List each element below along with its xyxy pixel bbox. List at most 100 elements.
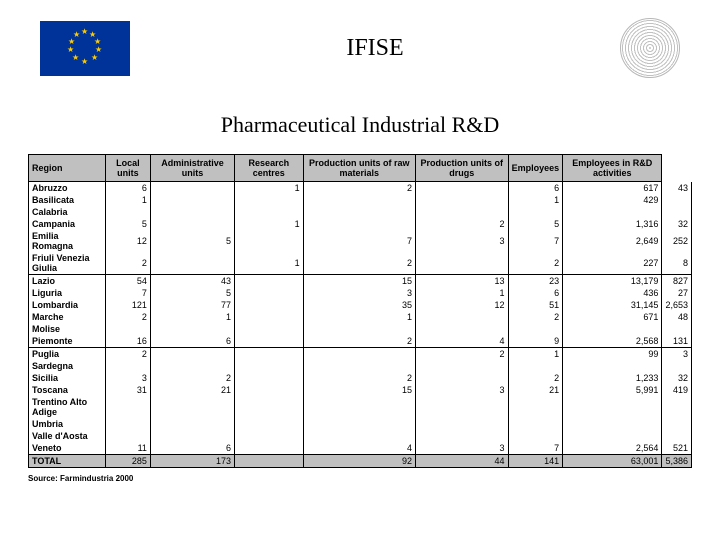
value-cell xyxy=(105,206,150,218)
table-row: Marche211267148 xyxy=(29,311,692,323)
value-cell: 2 xyxy=(508,252,563,275)
table-row: Sicilia32221,23332 xyxy=(29,372,692,384)
value-cell xyxy=(563,323,662,335)
value-cell: 27 xyxy=(662,287,692,299)
column-header: Local units xyxy=(105,155,150,182)
value-cell: 31,145 xyxy=(563,299,662,311)
value-cell xyxy=(415,372,508,384)
value-cell: 671 xyxy=(563,311,662,323)
value-cell: 6 xyxy=(508,182,563,195)
value-cell: 5 xyxy=(150,230,234,252)
value-cell: 2,568 xyxy=(563,335,662,348)
region-cell: Puglia xyxy=(29,348,106,361)
value-cell: 23 xyxy=(508,275,563,288)
value-cell xyxy=(662,430,692,442)
value-cell xyxy=(105,396,150,418)
value-cell xyxy=(415,430,508,442)
value-cell: 16 xyxy=(105,335,150,348)
table-row: Veneto1164372,564521 xyxy=(29,442,692,455)
region-cell: Toscana xyxy=(29,384,106,396)
value-cell xyxy=(508,430,563,442)
total-cell: 44 xyxy=(415,455,508,468)
region-cell: Marche xyxy=(29,311,106,323)
source-note: Source: Farmindustria 2000 xyxy=(0,468,720,489)
value-cell xyxy=(235,230,304,252)
value-cell: 5 xyxy=(105,218,150,230)
value-cell: 1,233 xyxy=(563,372,662,384)
region-cell: Emilia Romagna xyxy=(29,230,106,252)
value-cell xyxy=(150,194,234,206)
table-row: Friuli Venezia Giulia21222278 xyxy=(29,252,692,275)
value-cell: 8 xyxy=(662,252,692,275)
value-cell xyxy=(303,430,415,442)
value-cell xyxy=(235,372,304,384)
region-cell: Abruzzo xyxy=(29,182,106,195)
total-cell: 63,001 xyxy=(563,455,662,468)
value-cell xyxy=(508,360,563,372)
table-row: Trentino Alto Adige xyxy=(29,396,692,418)
value-cell: 2 xyxy=(303,182,415,195)
value-cell xyxy=(303,194,415,206)
value-cell: 7 xyxy=(303,230,415,252)
value-cell xyxy=(415,311,508,323)
value-cell: 12 xyxy=(415,299,508,311)
value-cell xyxy=(150,348,234,361)
value-cell xyxy=(105,360,150,372)
table-row: Campania51251,31632 xyxy=(29,218,692,230)
value-cell: 827 xyxy=(662,275,692,288)
region-cell: Basilicata xyxy=(29,194,106,206)
value-cell: 2 xyxy=(303,252,415,275)
value-cell: 2 xyxy=(415,218,508,230)
value-cell xyxy=(150,360,234,372)
value-cell: 21 xyxy=(150,384,234,396)
total-cell: 285 xyxy=(105,455,150,468)
value-cell xyxy=(235,430,304,442)
value-cell xyxy=(235,287,304,299)
value-cell: 1 xyxy=(415,287,508,299)
page-title: IFISE xyxy=(130,35,620,62)
table-row: Sardegna xyxy=(29,360,692,372)
region-cell: Sardegna xyxy=(29,360,106,372)
value-cell xyxy=(303,360,415,372)
value-cell: 5 xyxy=(150,287,234,299)
value-cell xyxy=(508,396,563,418)
value-cell xyxy=(563,360,662,372)
value-cell xyxy=(235,360,304,372)
value-cell: 3 xyxy=(415,442,508,455)
value-cell: 2 xyxy=(105,252,150,275)
value-cell xyxy=(415,396,508,418)
value-cell xyxy=(415,194,508,206)
value-cell xyxy=(235,323,304,335)
table-row: Emilia Romagna1257372,649252 xyxy=(29,230,692,252)
value-cell xyxy=(105,323,150,335)
value-cell: 15 xyxy=(303,275,415,288)
value-cell: 1 xyxy=(508,194,563,206)
region-cell: Lombardia xyxy=(29,299,106,311)
value-cell: 12 xyxy=(105,230,150,252)
table-row: Molise xyxy=(29,323,692,335)
value-cell xyxy=(235,299,304,311)
region-cell: Umbria xyxy=(29,418,106,430)
value-cell: 2 xyxy=(303,372,415,384)
value-cell xyxy=(563,206,662,218)
value-cell: 35 xyxy=(303,299,415,311)
value-cell: 9 xyxy=(508,335,563,348)
value-cell: 1 xyxy=(235,252,304,275)
eu-stars-icon: ★ ★ ★ ★ ★ ★ ★ ★ ★ ★ xyxy=(67,30,103,66)
total-cell: 173 xyxy=(150,455,234,468)
value-cell: 11 xyxy=(105,442,150,455)
eu-flag-icon: ★ ★ ★ ★ ★ ★ ★ ★ ★ ★ xyxy=(40,21,130,76)
value-cell: 48 xyxy=(662,311,692,323)
pharma-table: RegionLocal unitsAdministrative unitsRes… xyxy=(28,154,692,468)
value-cell: 54 xyxy=(105,275,150,288)
region-cell: Valle d'Aosta xyxy=(29,430,106,442)
value-cell xyxy=(235,442,304,455)
value-cell xyxy=(235,275,304,288)
value-cell xyxy=(235,206,304,218)
value-cell xyxy=(235,311,304,323)
value-cell: 2,653 xyxy=(662,299,692,311)
region-cell: Lazio xyxy=(29,275,106,288)
total-row: TOTAL285173924414163,0015,386 xyxy=(29,455,692,468)
value-cell: 1 xyxy=(508,348,563,361)
total-label: TOTAL xyxy=(29,455,106,468)
